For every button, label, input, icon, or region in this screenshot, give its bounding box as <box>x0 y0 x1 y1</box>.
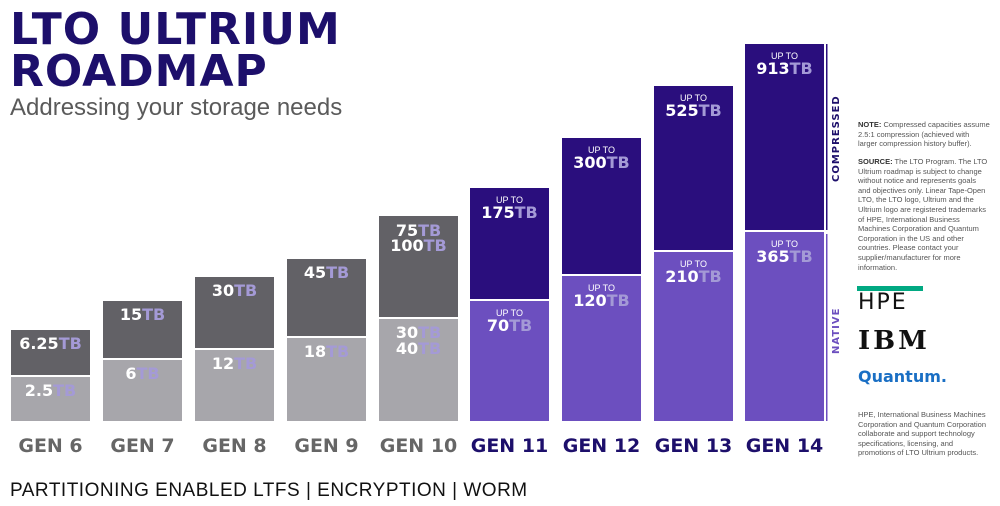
compressed-label-b-10: 100TB <box>390 236 447 255</box>
upto-native-14: UP TO <box>771 239 798 249</box>
upto-native-13: UP TO <box>680 259 707 269</box>
bar-native-7 <box>103 360 182 421</box>
native-label-b-10: 40TB <box>396 339 441 358</box>
compressed-label-13: 525TB <box>665 101 722 120</box>
upto-compressed-14: UP TO <box>771 51 798 61</box>
source-block: SOURCE: The LTO Program. The LTO Ultrium… <box>858 157 990 272</box>
bar-compressed-14 <box>745 44 824 230</box>
compressed-label-11: 175TB <box>481 203 538 222</box>
side-label-compressed: COMPRESSED <box>831 95 842 182</box>
compressed-label-a-10: 75TB <box>396 221 441 240</box>
bar-compressed-7 <box>103 301 182 358</box>
bar-compressed-8 <box>195 277 274 348</box>
bar-compressed-11 <box>470 188 549 299</box>
bar-compressed-10 <box>379 216 458 317</box>
bar-native-11 <box>470 301 549 421</box>
native-label-7: 6TB <box>125 364 159 383</box>
gen-label-7: GEN 7 <box>110 435 174 457</box>
compressed-label-6: 6.25TB <box>19 334 82 353</box>
native-label-6: 2.5TB <box>25 381 76 400</box>
native-label-8: 12TB <box>212 354 257 373</box>
bar-native-10 <box>379 319 458 421</box>
upto-compressed-13: UP TO <box>680 93 707 103</box>
gen-label-13: GEN 13 <box>655 435 733 457</box>
title-line-1: LTO ULTRIUM <box>10 4 341 55</box>
ibm-logo: IBM <box>858 326 930 356</box>
compressed-label-8: 30TB <box>212 281 257 300</box>
note-text: Compressed capacities assume 2.5:1 compr… <box>858 120 990 149</box>
compressed-bracket <box>826 44 828 230</box>
native-label-13: 210TB <box>665 267 722 286</box>
subtitle: Addressing your storage needs <box>10 94 343 121</box>
compressed-label-9: 45TB <box>304 263 349 282</box>
bar-native-14 <box>745 232 824 421</box>
upto-compressed-12: UP TO <box>588 145 615 155</box>
native-label-12: 120TB <box>573 291 630 310</box>
bar-compressed-6 <box>11 330 90 375</box>
source-label: SOURCE: <box>858 157 893 166</box>
bar-native-6 <box>11 377 90 421</box>
partners-note: HPE, International Business Machines Cor… <box>858 410 986 458</box>
gen-label-10: GEN 10 <box>380 435 458 457</box>
native-label-a-10: 30TB <box>396 323 441 342</box>
native-label-9: 18TB <box>304 342 349 361</box>
quantum-logo: Quantum. <box>858 367 947 386</box>
upto-compressed-11: UP TO <box>496 195 523 205</box>
title-line-2: ROADMAP <box>10 46 268 97</box>
bar-compressed-9 <box>287 259 366 336</box>
bar-compressed-12 <box>562 138 641 274</box>
gen-label-6: GEN 6 <box>18 435 82 457</box>
upto-native-12: UP TO <box>588 283 615 293</box>
gen-label-9: GEN 9 <box>294 435 358 457</box>
gen-label-12: GEN 12 <box>563 435 641 457</box>
side-label-native: NATIVE <box>831 307 842 354</box>
native-label-11: 70TB <box>487 316 532 335</box>
note-block: NOTE: Compressed capacities assume 2.5:1… <box>858 120 990 149</box>
gen-label-14: GEN 14 <box>746 435 824 457</box>
note-label: NOTE: <box>858 120 882 129</box>
native-label-14: 365TB <box>756 247 813 266</box>
source-text: The LTO Program. The LTO Ultrium roadmap… <box>858 157 988 272</box>
gen-label-8: GEN 8 <box>202 435 266 457</box>
bar-native-12 <box>562 276 641 421</box>
gen-label-11: GEN 11 <box>471 435 549 457</box>
native-bracket <box>826 234 828 421</box>
bar-native-9 <box>287 338 366 421</box>
bar-compressed-13 <box>654 86 733 250</box>
bar-native-8 <box>195 350 274 421</box>
compressed-label-12: 300TB <box>573 153 630 172</box>
compressed-label-14: 913TB <box>756 59 813 78</box>
features-footer: PARTITIONING ENABLED LTFS | ENCRYPTION |… <box>10 480 528 501</box>
compressed-label-7: 15TB <box>120 305 165 324</box>
upto-native-11: UP TO <box>496 308 523 318</box>
bar-native-13 <box>654 252 733 421</box>
